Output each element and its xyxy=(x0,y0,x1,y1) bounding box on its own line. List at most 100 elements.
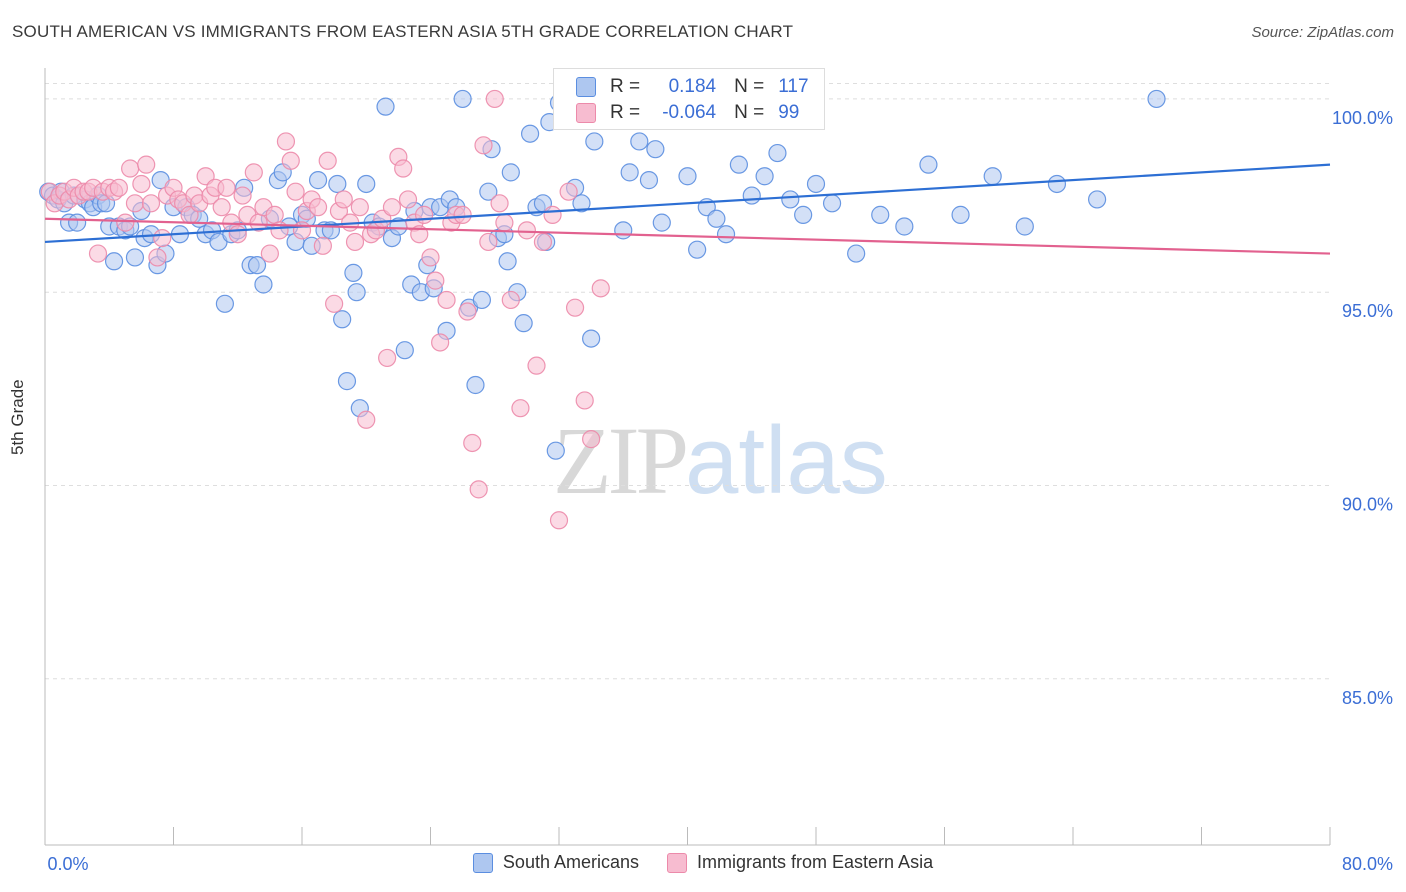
n-value: 99 xyxy=(778,102,800,123)
x-tick-label: 0.0% xyxy=(47,854,88,874)
eastern-asia-swatch xyxy=(576,103,596,123)
eastern-asia-point xyxy=(479,232,498,252)
south-american-point xyxy=(466,375,485,395)
eastern-asia-point xyxy=(109,178,128,197)
eastern-asia-point xyxy=(292,221,312,240)
legend-label-south-americans: South Americans xyxy=(502,852,639,872)
eastern-asia-point xyxy=(501,290,520,310)
eastern-asia-point xyxy=(426,271,445,290)
eastern-asia-point xyxy=(148,248,167,267)
watermark-atlas: atlas xyxy=(685,407,888,514)
eastern-asia-point xyxy=(286,182,305,201)
watermark: ZIPatlas xyxy=(553,405,888,516)
eastern-asia-point xyxy=(533,232,553,252)
eastern-asia-point xyxy=(318,151,337,170)
eastern-asia-point xyxy=(313,236,332,255)
eastern-asia-point xyxy=(125,194,145,213)
south-american-point xyxy=(104,252,124,271)
south-american-point xyxy=(716,225,736,244)
south-american-point xyxy=(614,221,633,240)
stats-legend: R = 0.184 N = 117 R = -0.064 N = 99 xyxy=(553,68,825,130)
eastern-asia-point xyxy=(141,194,161,213)
r-label: R = xyxy=(610,76,641,97)
x-tick-label: 80.0% xyxy=(1342,854,1393,874)
eastern-asia-point xyxy=(196,167,215,186)
south-american-point xyxy=(871,205,890,224)
eastern-asia-point xyxy=(582,430,601,449)
y-tick-label: 85.0% xyxy=(1342,688,1393,708)
eastern-asia-point xyxy=(431,333,450,352)
eastern-asia-point xyxy=(575,391,594,410)
south-american-point xyxy=(755,167,774,186)
south-american-point xyxy=(453,89,472,109)
eastern-asia-point xyxy=(116,213,135,232)
eastern-asia-point xyxy=(485,89,504,109)
n-label: N = xyxy=(734,102,765,123)
eastern-asia-point xyxy=(517,221,536,240)
south-american-point xyxy=(951,205,970,224)
legend-swatch-south-americans xyxy=(472,852,493,873)
south-american-point xyxy=(781,190,800,209)
eastern-asia-point xyxy=(308,198,328,217)
eastern-asia-point xyxy=(453,205,472,224)
south-american-point xyxy=(247,256,267,275)
eastern-asia-point xyxy=(88,244,108,263)
south-american-point xyxy=(514,314,533,333)
south-american-point xyxy=(742,186,761,205)
south-american-point xyxy=(254,275,273,294)
eastern-asia-point xyxy=(244,163,263,182)
south-american-point xyxy=(395,341,414,360)
south-american-point xyxy=(646,140,665,159)
eastern-asia-point xyxy=(325,294,344,313)
r-label: R = xyxy=(610,102,641,123)
stats-row-eastern-asia: R = -0.064 N = 99 xyxy=(576,100,799,126)
eastern-asia-point xyxy=(414,205,434,224)
eastern-asia-trendline xyxy=(44,217,1331,255)
legend-item-south-americans[interactable]: South Americans xyxy=(472,852,639,873)
south-american-point xyxy=(357,174,376,194)
legend-item-eastern-asia[interactable]: Immigrants from Eastern Asia xyxy=(667,852,933,873)
eastern-asia-point xyxy=(350,198,369,217)
south-american-point xyxy=(620,163,639,182)
south-american-point xyxy=(498,252,517,271)
south-american-point xyxy=(501,163,520,182)
south-american-point xyxy=(822,194,842,213)
r-value: 0.184 xyxy=(668,76,717,97)
south-american-point xyxy=(729,155,749,174)
south-american-point xyxy=(983,167,1002,186)
eastern-asia-point xyxy=(490,194,509,213)
legend-label-eastern-asia: Immigrants from Eastern Asia xyxy=(697,852,934,872)
chart-title: SOUTH AMERICAN VS IMMIGRANTS FROM EASTER… xyxy=(12,22,794,41)
south-american-point xyxy=(1015,217,1034,236)
south-american-point xyxy=(585,132,604,151)
y-tick-label: 95.0% xyxy=(1342,301,1393,321)
south-american-point xyxy=(847,244,866,263)
eastern-asia-point xyxy=(437,290,456,310)
south-american-point xyxy=(520,124,540,143)
eastern-asia-point xyxy=(260,244,279,263)
eastern-asia-point xyxy=(549,511,569,530)
eastern-asia-point xyxy=(421,248,440,267)
eastern-asia-point xyxy=(334,190,353,209)
south-american-point xyxy=(639,171,659,190)
eastern-asia-point xyxy=(469,480,488,499)
south-american-point xyxy=(376,97,395,116)
eastern-asia-point xyxy=(345,232,365,252)
eastern-asia-point xyxy=(228,225,247,244)
eastern-asia-point xyxy=(153,228,172,248)
south-american-point xyxy=(768,143,787,163)
r-value: -0.064 xyxy=(662,102,717,123)
source-label: Source: ZipAtlas.com xyxy=(1251,24,1394,41)
south-american-point xyxy=(333,310,352,329)
south-american-point xyxy=(347,283,366,302)
eastern-asia-point xyxy=(495,213,514,232)
south-american-point xyxy=(630,132,649,151)
south-american-point xyxy=(688,240,707,259)
south-american-point xyxy=(215,294,234,313)
south-american-point xyxy=(328,174,347,194)
south-american-point xyxy=(919,155,938,174)
eastern-asia-point xyxy=(511,399,530,418)
eastern-asia-point xyxy=(527,356,546,375)
south-american-point xyxy=(1047,174,1067,194)
